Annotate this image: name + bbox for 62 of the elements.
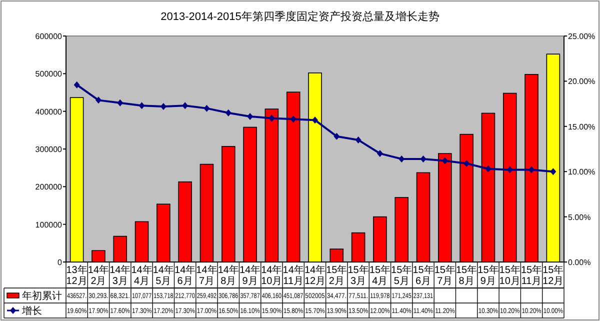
y-tick-label: 300000 [35, 145, 63, 154]
point [74, 81, 80, 88]
x-tick-label: 14年9月 [239, 264, 261, 287]
x-tick-label: 15年9月 [478, 264, 499, 287]
point [398, 155, 405, 162]
point [182, 102, 188, 110]
x-tick-label: 15年2月 [326, 264, 348, 287]
y2-tick-label: 15.00% [568, 122, 596, 132]
y2-tick-label: 10.00% [568, 168, 596, 177]
point [138, 102, 145, 110]
x-tick-label: 15年12月 [542, 264, 564, 287]
y-tick-label: 100000 [35, 220, 63, 230]
x-tick-label: 14年10月 [261, 264, 282, 287]
point [355, 136, 362, 144]
point [464, 160, 470, 167]
y-tick-label: 200000 [35, 182, 63, 192]
point [268, 114, 275, 122]
x-tick-label: 15年8月 [456, 264, 478, 287]
x-tick-label: 13年12月 [66, 264, 88, 287]
y2-tick-label: 0.00% [568, 258, 591, 267]
x-tick-label: 15年3月 [348, 264, 369, 287]
y-tick-label: 400000 [35, 107, 63, 116]
point [225, 109, 232, 116]
point [528, 166, 535, 174]
y-tick-label: 500000 [35, 70, 63, 79]
x-tick-label: 14年7月 [196, 264, 218, 287]
point [204, 104, 210, 112]
point [312, 116, 318, 124]
x-tick-label: 14年3月 [110, 264, 131, 287]
point [420, 155, 426, 162]
x-tick-label: 14年8月 [218, 264, 239, 287]
y2-tick-label: 20.00% [568, 77, 596, 86]
x-tick-label: 15年10月 [499, 264, 520, 287]
point [442, 157, 448, 164]
y-tick-label: 600000 [35, 32, 63, 41]
x-tick-label: 14年6月 [174, 264, 196, 287]
point [506, 166, 513, 174]
x-tick-label: 14年12月 [304, 264, 326, 287]
y-tick-label: 0 [58, 258, 63, 267]
point [117, 99, 124, 106]
point [485, 165, 492, 172]
y2-tick-label: 25.00% [568, 32, 596, 41]
x-tick-label: 14年4月 [131, 264, 152, 287]
point [334, 132, 340, 140]
x-tick-label: 14年11月 [282, 264, 304, 287]
x-tick-label: 15年7月 [434, 264, 456, 287]
legend-label: 年初累计 [22, 290, 62, 302]
x-tick-label: 15年5月 [391, 264, 412, 287]
legend-label: 增长 [21, 305, 42, 317]
point [376, 150, 383, 158]
x-tick-label: 15年6月 [412, 264, 434, 287]
y2-tick-label: 5.00% [568, 212, 591, 222]
point [290, 116, 296, 123]
point [160, 103, 166, 110]
point [550, 168, 556, 176]
x-tick-label: 14年5月 [152, 264, 174, 287]
point [95, 96, 102, 104]
x-tick-label: 15年11月 [520, 264, 542, 287]
x-tick-label: 14年2月 [88, 264, 110, 287]
x-tick-label: 15年4月 [369, 264, 391, 287]
chart-title: 2013-2014-2015年第四季度固定资产投资总量及增长走势 [160, 10, 440, 23]
point [247, 112, 254, 120]
